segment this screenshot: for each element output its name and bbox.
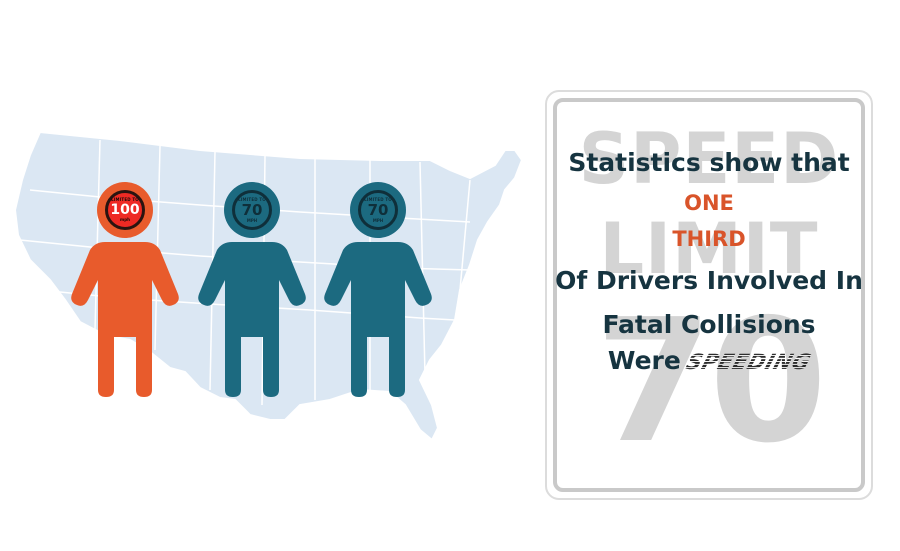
- sign-bg-speed: SPEED: [578, 118, 840, 200]
- driver-figure-2: LIMITED TO 70 MPH: [323, 182, 433, 397]
- speed-limit-sign-panel: SPEED LIMIT 70: [545, 90, 873, 500]
- driver-figure-1: LIMITED TO 70 MPH: [197, 182, 307, 397]
- figures-group: LIMITED TO 100 mph LIMITED TO 70 MPH: [70, 182, 433, 397]
- message-line-3: Fatal Collisions: [602, 310, 816, 339]
- sign-unit: mph: [120, 217, 130, 222]
- sign-top-text: LIMITED TO: [111, 197, 139, 202]
- message-line-1: Statistics show that: [568, 148, 850, 177]
- speed-sign-head-icon: LIMITED TO 70 MPH: [224, 182, 280, 238]
- message-were: Were: [607, 346, 681, 375]
- highlight-third: THIRD: [672, 227, 746, 251]
- sign-unit: MPH: [372, 217, 384, 223]
- statistic-message: Statistics show that ONE THIRD Of Driver…: [545, 148, 873, 377]
- message-line-4: Were SPEEDING: [545, 346, 873, 377]
- sign-number: 70: [367, 200, 389, 219]
- speed-sign-head-icon: LIMITED TO 70 MPH: [350, 182, 406, 238]
- sign-bg-limit: LIMIT: [599, 208, 819, 290]
- message-line-2: Of Drivers Involved In: [555, 266, 863, 295]
- speed-sign-head-icon: LIMITED TO 100 mph: [97, 182, 153, 238]
- sign-number: 70: [241, 200, 263, 219]
- person-body-icon: [71, 242, 179, 397]
- sign-unit: MPH: [246, 217, 258, 223]
- speed-limit-sign-icon: LIMITED TO 70 MPH: [358, 190, 398, 230]
- speed-limit-sign-icon: LIMITED TO 100 mph: [105, 190, 145, 230]
- speed-limit-sign-icon: LIMITED TO 70 MPH: [232, 190, 272, 230]
- person-body-icon: [324, 242, 432, 397]
- person-body-icon: [198, 242, 306, 397]
- speeding-emphasis: SPEEDING: [682, 347, 815, 377]
- sign-bg-number: 70: [594, 283, 828, 481]
- sign-number: 100: [110, 202, 140, 218]
- usa-map: LIMITED TO 100 mph LIMITED TO 70 MPH: [13, 130, 524, 442]
- sign-top-text: LIMITED TO: [238, 196, 266, 202]
- sign-top-text: LIMITED TO: [364, 196, 392, 202]
- highlight-one: ONE: [684, 191, 734, 215]
- driver-figure-speeding: LIMITED TO 100 mph: [70, 182, 180, 397]
- speed-limit-sign-border: SPEED LIMIT 70: [553, 98, 865, 492]
